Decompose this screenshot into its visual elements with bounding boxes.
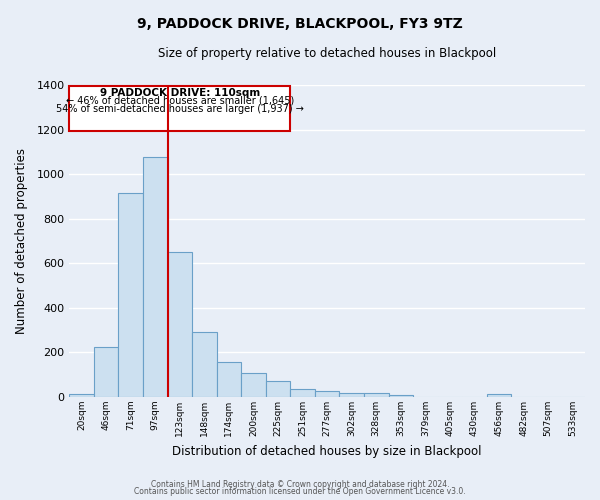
- Bar: [241, 373, 266, 397]
- X-axis label: Distribution of detached houses by size in Blackpool: Distribution of detached houses by size …: [172, 444, 482, 458]
- Text: Contains HM Land Registry data © Crown copyright and database right 2024.: Contains HM Land Registry data © Crown c…: [151, 480, 449, 489]
- Bar: [192, 332, 217, 397]
- Bar: [167, 252, 192, 397]
- Text: 9, PADDOCK DRIVE, BLACKPOOL, FY3 9TZ: 9, PADDOCK DRIVE, BLACKPOOL, FY3 9TZ: [137, 18, 463, 32]
- Bar: [217, 362, 241, 397]
- Bar: [340, 392, 364, 397]
- Text: 9 PADDOCK DRIVE: 110sqm: 9 PADDOCK DRIVE: 110sqm: [100, 88, 260, 98]
- Bar: [94, 347, 118, 397]
- Bar: [315, 392, 340, 397]
- Bar: [143, 156, 167, 397]
- Bar: [266, 381, 290, 397]
- Bar: [364, 393, 389, 397]
- Bar: [389, 395, 413, 397]
- Bar: [487, 394, 511, 397]
- FancyBboxPatch shape: [70, 86, 290, 131]
- Text: 54% of semi-detached houses are larger (1,937) →: 54% of semi-detached houses are larger (…: [56, 104, 304, 114]
- Bar: [118, 194, 143, 397]
- Title: Size of property relative to detached houses in Blackpool: Size of property relative to detached ho…: [158, 48, 496, 60]
- Text: ← 46% of detached houses are smaller (1,645): ← 46% of detached houses are smaller (1,…: [65, 96, 294, 106]
- Bar: [290, 388, 315, 397]
- Y-axis label: Number of detached properties: Number of detached properties: [15, 148, 28, 334]
- Text: Contains public sector information licensed under the Open Government Licence v3: Contains public sector information licen…: [134, 487, 466, 496]
- Bar: [70, 394, 94, 397]
